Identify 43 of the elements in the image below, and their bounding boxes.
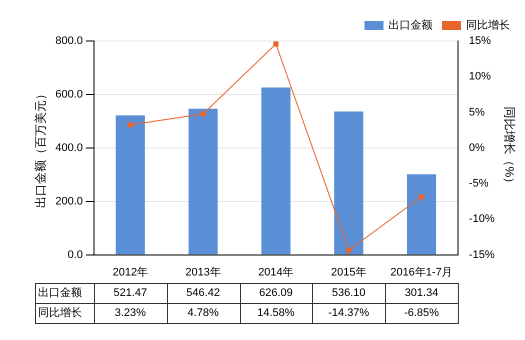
x-tick-label: 2014年 [258, 266, 294, 278]
bar [334, 112, 364, 254]
point [346, 248, 352, 253]
y2-tick-label: 15% [468, 35, 492, 48]
data-label: 536.10 [332, 287, 366, 300]
text: 出口金额 [38, 287, 82, 300]
legend-label: 同比增长 [466, 18, 510, 32]
data-label: 3.23% [114, 307, 146, 320]
y2-tick-label: -5% [468, 178, 489, 190]
data-label: 14.58% [257, 307, 295, 320]
data-label: -14.37% [328, 307, 370, 320]
x-tick-label: 2012年 [112, 266, 148, 278]
x-tick-label: 2015年 [330, 266, 366, 278]
text: 同比增长 [38, 307, 82, 320]
data-label: 546.42 [186, 287, 220, 300]
y-tick-label: 200.0 [55, 195, 83, 208]
y2-tick-label: 0% [468, 142, 486, 154]
y-tick-label: 400.0 [55, 142, 83, 154]
point [200, 111, 206, 116]
bar [188, 108, 218, 254]
bar [406, 174, 436, 254]
y-tick-label: 0.0 [68, 248, 83, 261]
legend-label: 出口金额 [388, 18, 432, 32]
y2-axis-title: 同比增长（%） [502, 106, 516, 190]
x-tick-label: 2013年 [185, 266, 221, 278]
point [128, 122, 133, 128]
data-label: 521.47 [114, 287, 148, 300]
data-label: -6.85% [404, 307, 440, 320]
data-label: 4.78% [188, 307, 219, 320]
point [273, 41, 279, 47]
x-tick-label: 2016年1-7月 [390, 266, 453, 278]
data-label: 301.34 [404, 287, 438, 300]
y2-tick-label: -10% [468, 213, 495, 226]
y2-tick-label: -15% [468, 248, 495, 261]
y2-tick-label: 5% [468, 106, 486, 118]
y-tick-label: 800.0 [55, 35, 83, 48]
y-axis-title: 出口金额（百万美元） [34, 88, 48, 208]
bar [116, 115, 145, 254]
data-label: 626.09 [259, 287, 293, 300]
y-tick-label: 600.0 [55, 88, 83, 100]
y2-tick-label: 10% [468, 70, 492, 83]
point [418, 194, 424, 200]
bar [261, 87, 290, 254]
